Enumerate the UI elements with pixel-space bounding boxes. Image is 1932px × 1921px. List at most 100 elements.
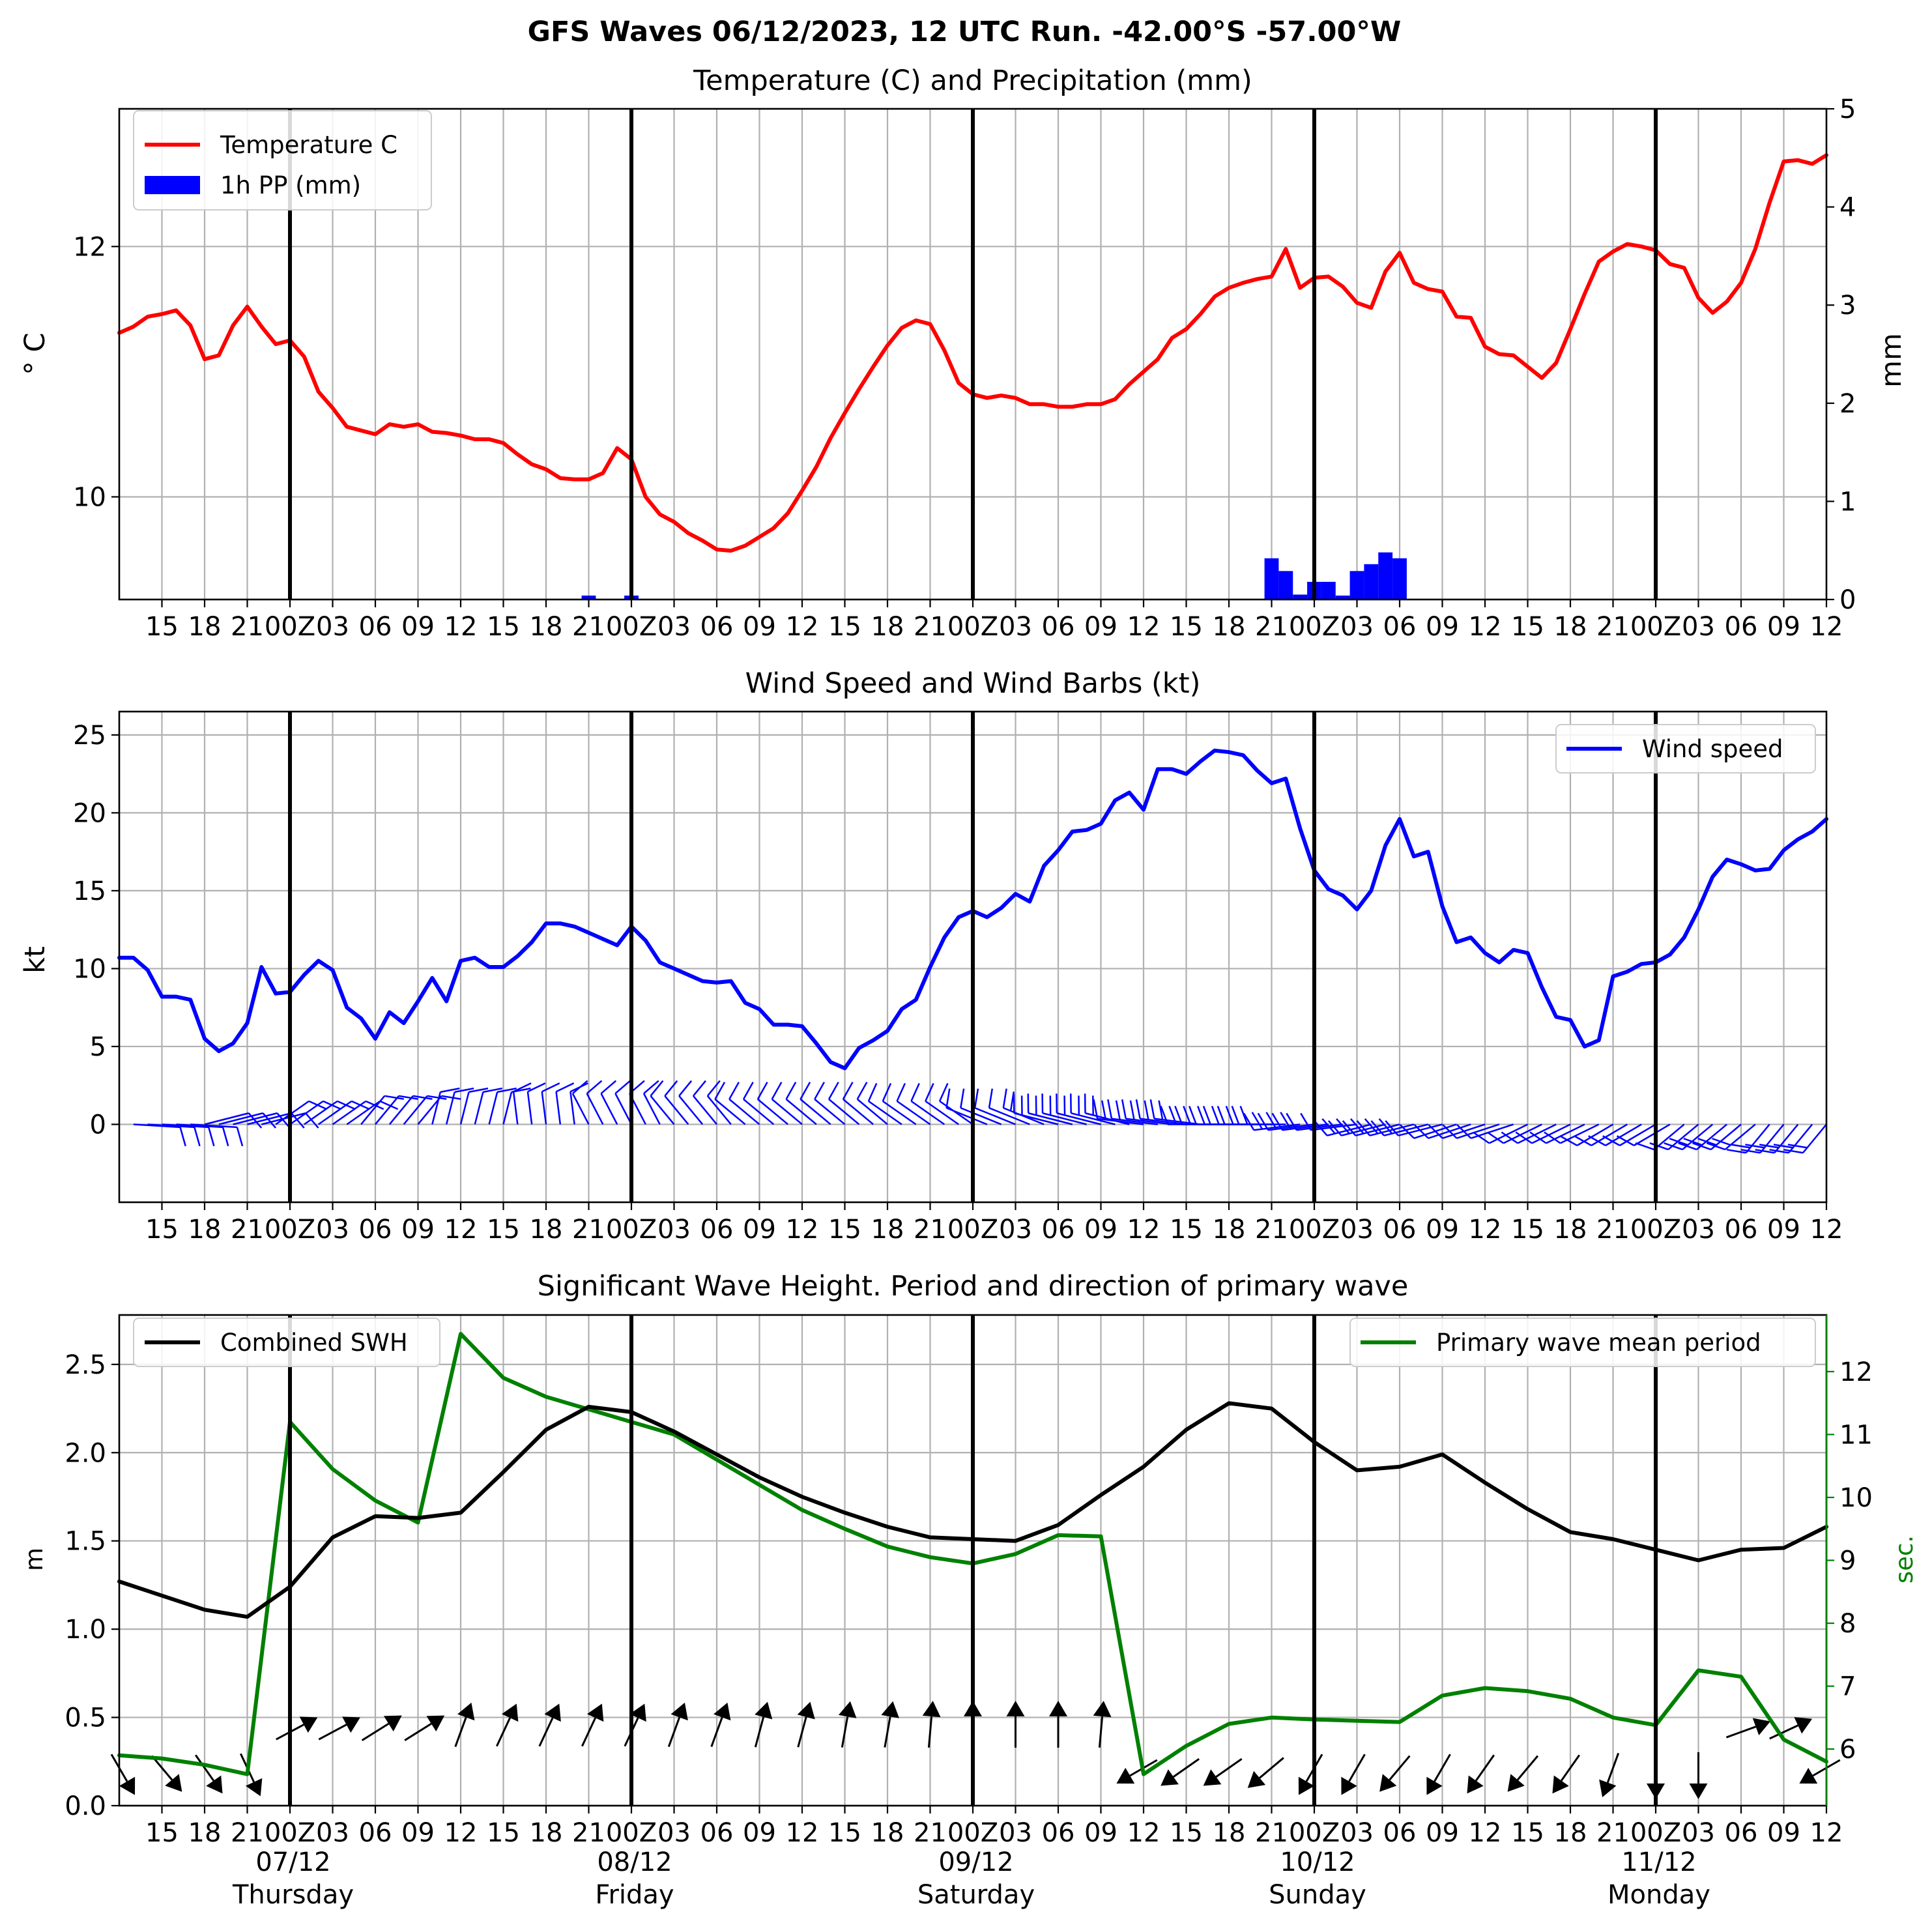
- precip-bar: [1364, 564, 1379, 599]
- wind-barb: [162, 1123, 215, 1147]
- wave-direction-arrow-head: [881, 1701, 899, 1718]
- wind-barb-feather: [1712, 1138, 1731, 1146]
- wave-direction-arrow-head: [586, 1703, 604, 1722]
- wind-barb: [1149, 1099, 1201, 1125]
- x-tick-label: 21: [1255, 612, 1288, 642]
- wind-barb: [910, 1082, 945, 1125]
- wind-barb-staff: [502, 1091, 513, 1125]
- wind-barb: [555, 1082, 575, 1125]
- wind-barb: [757, 1082, 788, 1125]
- wind-barb-staff: [960, 1107, 1002, 1125]
- y2-tick-label: 11: [1839, 1420, 1873, 1450]
- wave-direction-arrow-shaft: [1725, 1726, 1757, 1739]
- wind-barb-staff: [571, 1093, 590, 1125]
- wind-barb-feather: [441, 1095, 461, 1100]
- wind-barb: [1515, 1123, 1571, 1144]
- wind-barb-feather: [1002, 1088, 1007, 1108]
- wave-direction-arrow-head: [1467, 1775, 1484, 1794]
- wind-barb: [1056, 1093, 1101, 1125]
- wind-barb: [541, 1082, 560, 1125]
- y2-tick-label: 8: [1839, 1609, 1856, 1639]
- wave-direction-arrow: [1769, 1717, 1813, 1740]
- wind-barb-feather: [1473, 1131, 1490, 1144]
- wave-direction-arrow-shaft: [538, 1717, 554, 1747]
- wave-direction-arrow: [797, 1701, 815, 1748]
- wave-direction-arrow-shaft: [1561, 1754, 1580, 1782]
- x-tick-label: 06: [700, 612, 734, 642]
- wind-barb-feather: [1239, 1105, 1248, 1125]
- x-tick-label: 00Z: [1289, 1215, 1340, 1245]
- precip-y-label: mm: [1875, 333, 1908, 388]
- legend-precip-label: 1h PP (mm): [220, 171, 361, 199]
- wave-direction-arrow-head: [1341, 1776, 1357, 1795]
- wind-barb-feather: [556, 1082, 575, 1093]
- wind-barb: [867, 1082, 902, 1125]
- x-tick-label: 03: [999, 612, 1032, 642]
- x-tick-label: 06: [1042, 612, 1075, 642]
- wind-barb: [1559, 1123, 1614, 1146]
- wind-barb-staff: [1634, 1123, 1671, 1146]
- wind-barb-feather: [814, 1082, 825, 1100]
- wind-barb-staff: [275, 1100, 310, 1125]
- x-tick-label: 00Z: [265, 1215, 315, 1245]
- wave-direction-arrow-head: [342, 1716, 360, 1733]
- weekday-label: Monday: [1608, 1880, 1710, 1910]
- precip-bar: [1278, 571, 1293, 599]
- wind-barb-feather: [1602, 1135, 1621, 1146]
- wind-barb: [1755, 1123, 1799, 1154]
- wind-barb-feather: [896, 1082, 906, 1102]
- wind-barb-feather: [757, 1082, 768, 1100]
- wind-barb-feather: [1107, 1099, 1113, 1119]
- wave-direction-arrow-head: [299, 1716, 318, 1733]
- precip-bars: [581, 552, 1407, 599]
- wind-barb-staff: [204, 1112, 249, 1125]
- wind-barb-feather: [384, 1095, 404, 1100]
- wind-barb-feather: [440, 1088, 460, 1093]
- x-tick-label: 09: [1084, 612, 1117, 642]
- wind-barb-staff: [1667, 1123, 1699, 1151]
- wind-barb: [960, 1088, 1002, 1125]
- date-label: 10/12: [1280, 1847, 1355, 1877]
- x-tick-label: 06: [1725, 612, 1758, 642]
- wind-barb-feather: [1129, 1100, 1135, 1120]
- wave-direction-arrow-head: [1689, 1784, 1708, 1799]
- wind-barb-feather: [1174, 1105, 1183, 1125]
- weekday-label: Sunday: [1269, 1880, 1366, 1910]
- wind-barb-feather: [1745, 1144, 1765, 1149]
- wave-direction-arrow-head: [1379, 1774, 1397, 1792]
- x-tick-label: 06: [359, 1818, 392, 1848]
- x-tick-label: 09: [743, 1215, 776, 1245]
- wind-barb-feather: [236, 1127, 244, 1147]
- wind-barb-feather: [842, 1082, 854, 1100]
- wind-barb-staff: [247, 1112, 292, 1125]
- wind-panel: Wind Speed and Wind Barbs (kt) 15 18 21 00Z…: [19, 667, 1843, 1245]
- wind-barb-feather: [1773, 1144, 1793, 1149]
- wind-barb-feather: [1385, 1120, 1399, 1136]
- wind-barb-staff: [910, 1100, 945, 1125]
- wind-barb-feather: [1327, 1120, 1342, 1136]
- wind-barb: [650, 1080, 675, 1125]
- x-tick-label: 18: [1213, 612, 1246, 642]
- wave-direction-arrow-head: [206, 1775, 223, 1794]
- wave-direction-arrow-shaft: [841, 1716, 849, 1748]
- x-tick-label: 09: [743, 612, 776, 642]
- precip-bar: [581, 595, 596, 599]
- wind-barb: [1635, 1123, 1685, 1151]
- temperature-precip-panel: Temperature (C) and Precipitation (mm) 1…: [19, 65, 1908, 642]
- x-tick-label: 12: [1469, 1215, 1502, 1245]
- x-tick-label: 09: [1426, 1215, 1459, 1245]
- wind-barb-feather: [1697, 1138, 1717, 1146]
- wind-barb-feather: [945, 1088, 951, 1108]
- wind-barb: [474, 1088, 503, 1125]
- wind-barb-staff: [541, 1091, 547, 1125]
- wind-barb: [693, 1080, 717, 1125]
- wave-direction-arrow-shaft: [710, 1716, 723, 1748]
- wind-barb: [1664, 1123, 1714, 1151]
- wind-barb: [1783, 1123, 1827, 1154]
- wind-barb-feather: [208, 1127, 215, 1147]
- temperature-axes: 15 18 21 00Z 03 06 09 12 15 18 21 00Z 03 06 09 12 15 18 21…: [73, 94, 1856, 642]
- wind-barb-feather: [527, 1082, 546, 1093]
- x-tick-label: 00Z: [1630, 612, 1681, 642]
- wind-barb-staff: [785, 1098, 817, 1125]
- wind-barb-staff: [693, 1095, 717, 1125]
